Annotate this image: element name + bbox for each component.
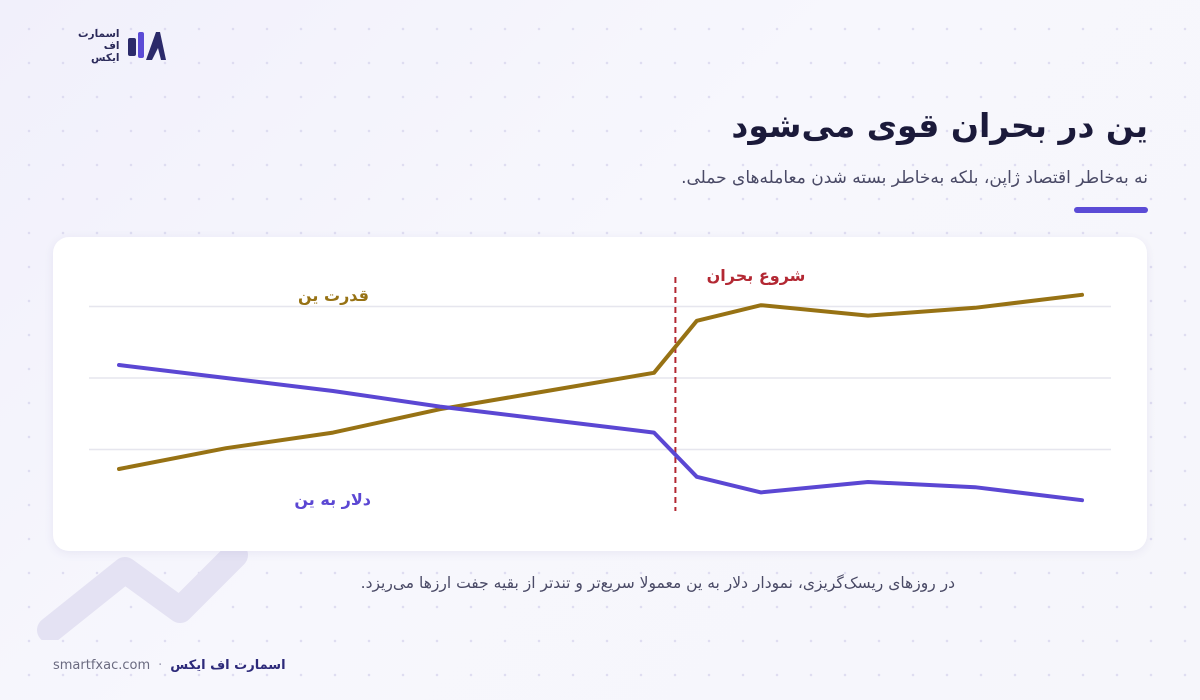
logo-mark-icon [127,32,166,60]
series-layer [117,292,1084,503]
title-accent-bar [1074,207,1148,213]
line-chart: شروع بحران قدرت ین دلار به ین [89,266,1111,511]
brand-logo[interactable]: اسمارت اف ایکس [78,28,168,64]
footer-brand: اسمارت اف ایکس [170,658,286,673]
logo-line-3: ایکس [91,52,120,64]
crisis-start-label: شروع بحران [707,266,806,285]
chart-card: شروع بحران قدرت ین دلار به ین [53,237,1147,551]
page-subtitle: نه به‌خاطر اقتصاد ژاپن، بلکه به‌خاطر بست… [681,168,1148,188]
chart-grid [89,305,1111,451]
page-title: ین در بحران قوی می‌شود [731,106,1148,145]
chart-caption: در روزهای ریسک‌گریزی، نمودار دلار به ین … [360,574,955,592]
series-label-yen-strength: قدرت ین [298,286,369,305]
series-label-usdjpy: دلار به ین [294,490,371,509]
footer: smartfxac.com · اسمارت اف ایکس [53,658,286,673]
logo-wordmark: اسمارت اف ایکس [78,28,120,64]
footer-url-link[interactable]: smartfxac.com [53,658,151,673]
series-line-0 [117,292,1084,471]
logo-line-1: اسمارت [78,28,120,40]
footer-separator: · [158,658,163,673]
logo-line-2: اف [103,40,120,52]
series-line-1 [117,363,1084,503]
decorative-arrow-icon [37,542,248,640]
